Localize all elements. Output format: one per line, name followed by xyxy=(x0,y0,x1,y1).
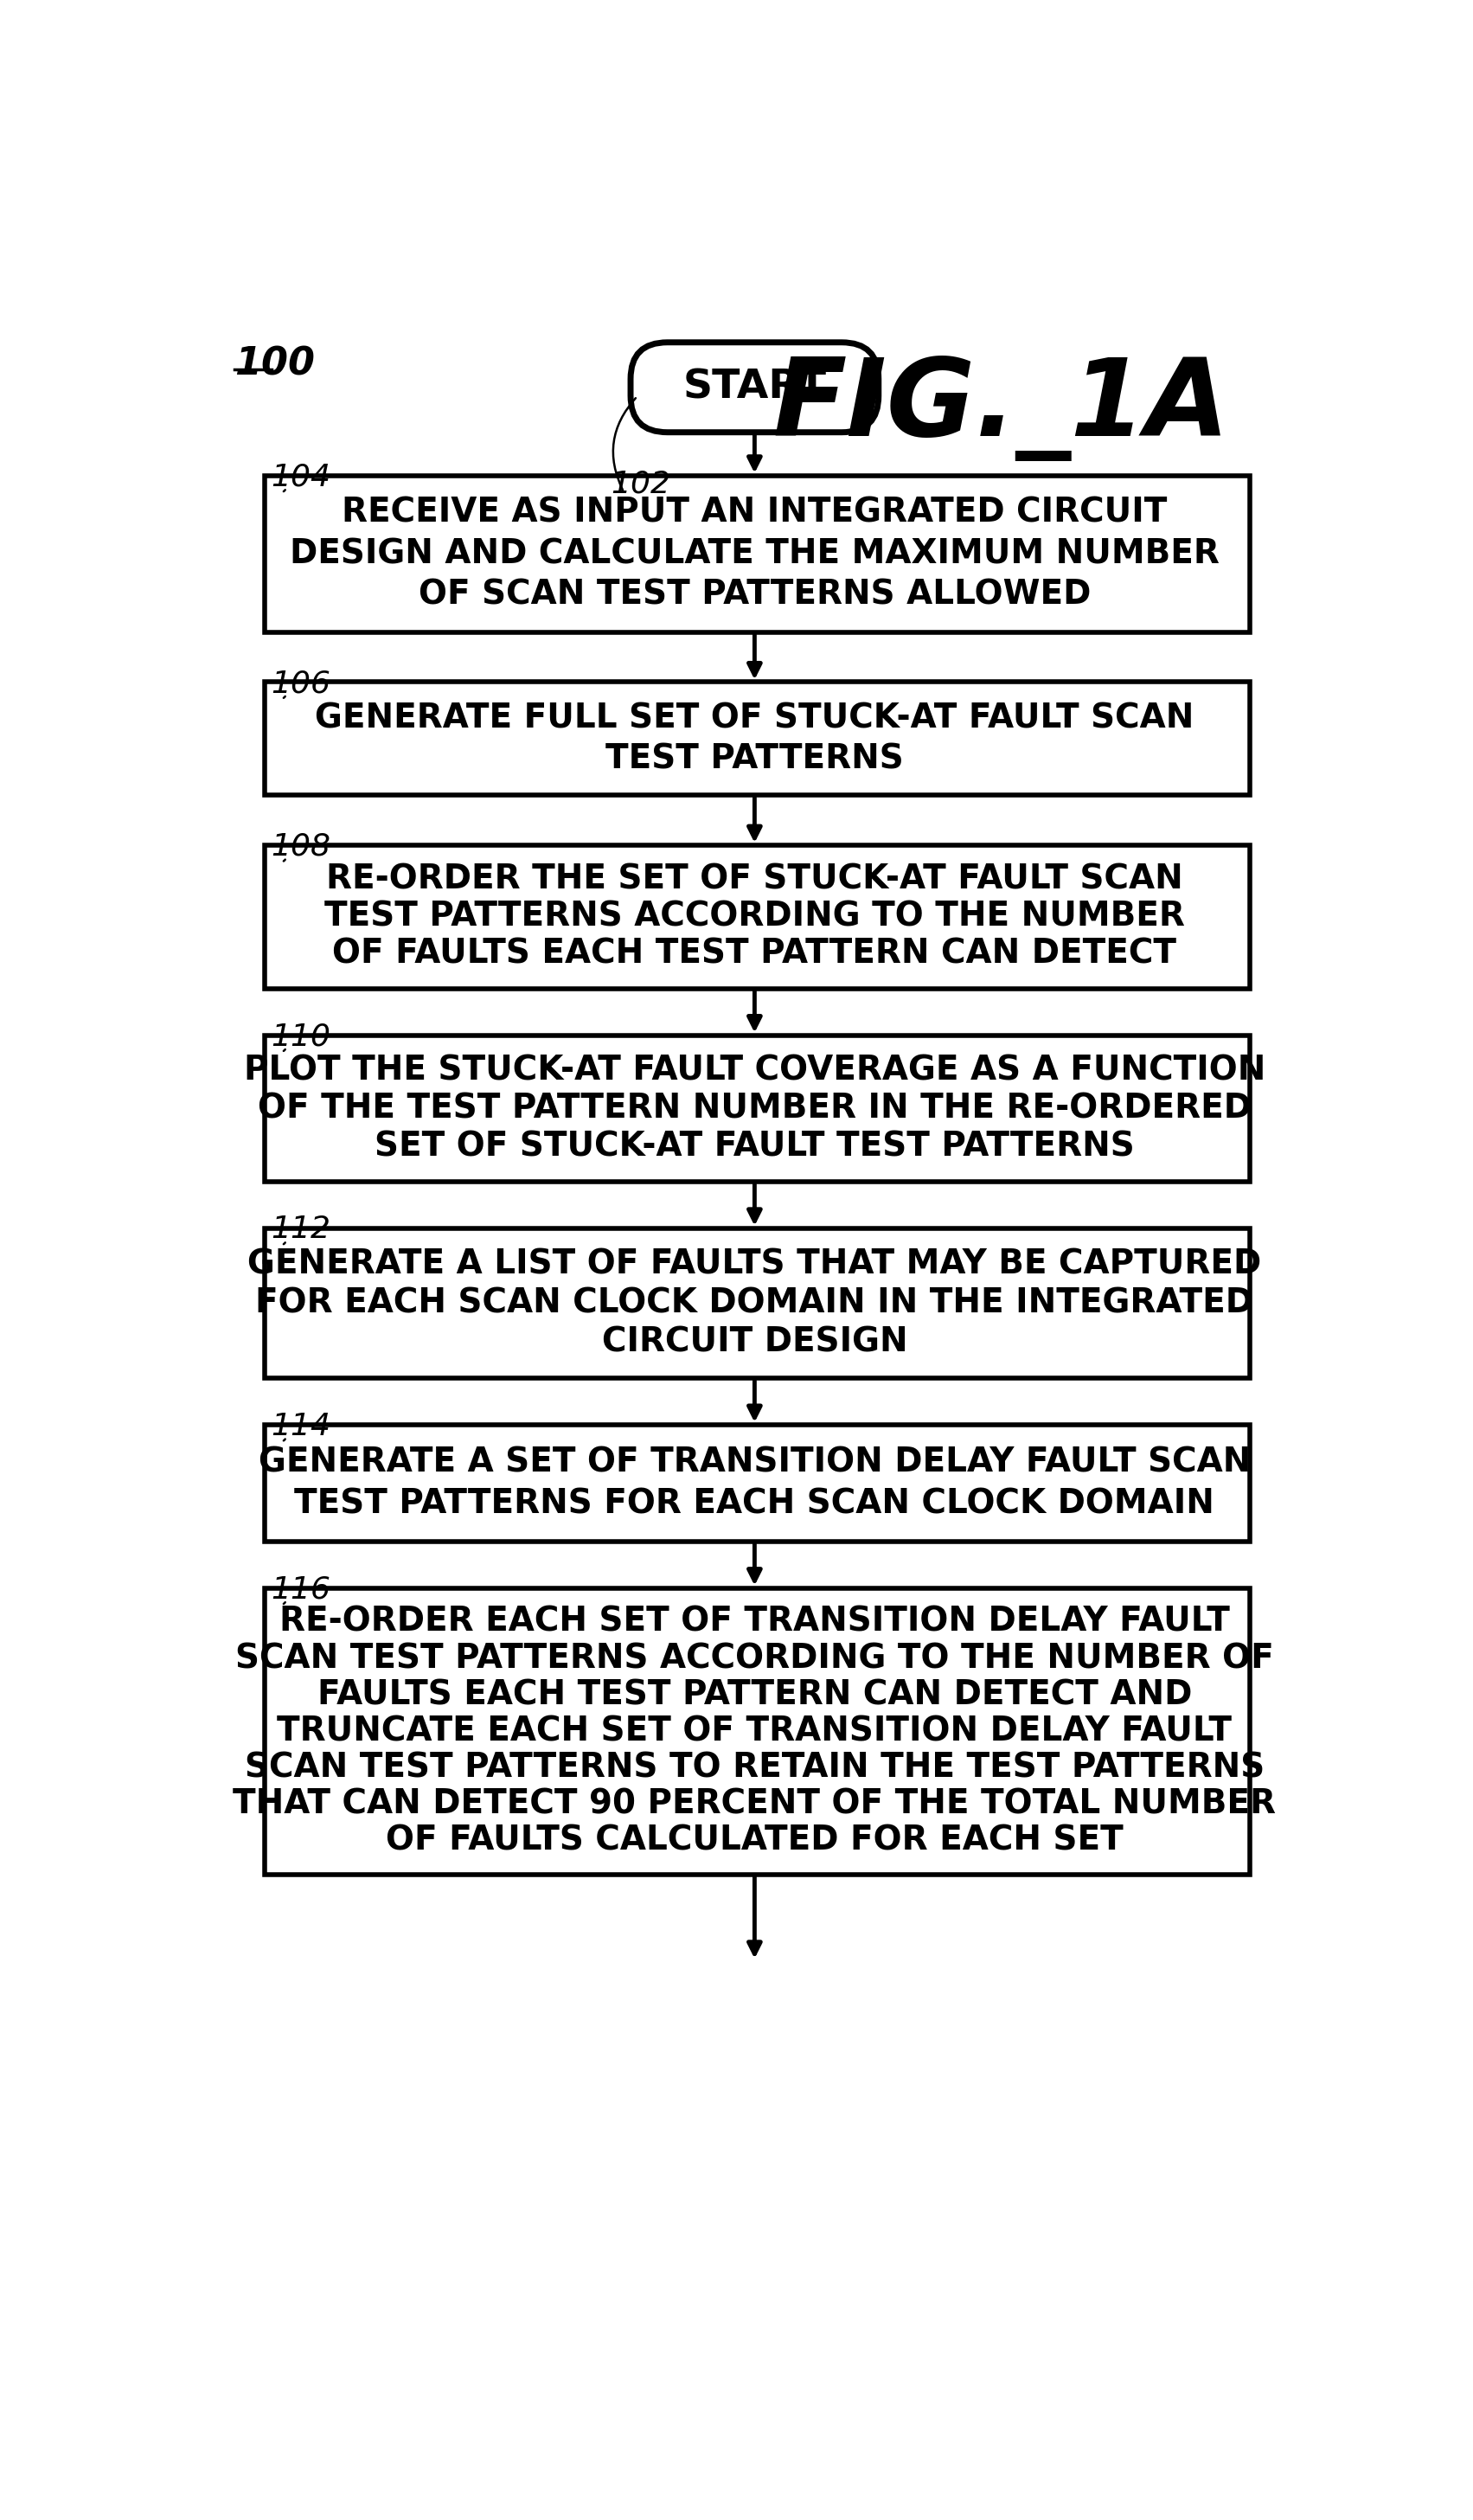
Text: DESIGN AND CALCULATE THE MAXIMUM NUMBER: DESIGN AND CALCULATE THE MAXIMUM NUMBER xyxy=(290,537,1220,570)
Bar xyxy=(265,1588,1251,1875)
Text: 114: 114 xyxy=(271,1411,331,1441)
FancyBboxPatch shape xyxy=(630,343,878,433)
Text: SCAN TEST PATTERNS TO RETAIN THE TEST PATTERNS: SCAN TEST PATTERNS TO RETAIN THE TEST PA… xyxy=(245,1751,1264,1784)
Bar xyxy=(265,1424,1251,1542)
Text: TRUNCATE EACH SET OF TRANSITION DELAY FAULT: TRUNCATE EACH SET OF TRANSITION DELAY FA… xyxy=(277,1714,1231,1749)
Bar xyxy=(265,844,1251,988)
Text: 116: 116 xyxy=(271,1575,331,1605)
Text: SCAN TEST PATTERNS ACCORDING TO THE NUMBER OF: SCAN TEST PATTERNS ACCORDING TO THE NUMB… xyxy=(236,1643,1274,1676)
Text: TEST PATTERNS FOR EACH SCAN CLOCK DOMAIN: TEST PATTERNS FOR EACH SCAN CLOCK DOMAIN xyxy=(295,1487,1215,1520)
Text: OF FAULTS CALCULATED FOR EACH SET: OF FAULTS CALCULATED FOR EACH SET xyxy=(386,1824,1124,1857)
Text: RE-ORDER EACH SET OF TRANSITION DELAY FAULT: RE-ORDER EACH SET OF TRANSITION DELAY FA… xyxy=(280,1605,1230,1638)
Text: OF SCAN TEST PATTERNS ALLOWED: OF SCAN TEST PATTERNS ALLOWED xyxy=(418,580,1091,612)
Text: GENERATE A LIST OF FAULTS THAT MAY BE CAPTURED: GENERATE A LIST OF FAULTS THAT MAY BE CA… xyxy=(247,1247,1261,1280)
Text: 102: 102 xyxy=(610,469,670,499)
Text: RECEIVE AS INPUT AN INTEGRATED CIRCUIT: RECEIVE AS INPUT AN INTEGRATED CIRCUIT xyxy=(342,496,1167,529)
Text: 100: 100 xyxy=(234,345,315,383)
Bar xyxy=(265,683,1251,796)
Text: THAT CAN DETECT 90 PERCENT OF THE TOTAL NUMBER: THAT CAN DETECT 90 PERCENT OF THE TOTAL … xyxy=(233,1787,1276,1819)
Text: OF THE TEST PATTERN NUMBER IN THE RE-ORDERED: OF THE TEST PATTERN NUMBER IN THE RE-ORD… xyxy=(258,1091,1252,1124)
Bar xyxy=(265,1036,1251,1182)
Bar xyxy=(265,476,1251,633)
Text: 104: 104 xyxy=(271,461,331,491)
Text: SET OF STUCK-AT FAULT TEST PATTERNS: SET OF STUCK-AT FAULT TEST PATTERNS xyxy=(374,1129,1134,1162)
Text: 112: 112 xyxy=(271,1215,331,1245)
Text: 110: 110 xyxy=(271,1021,331,1051)
Text: FAULTS EACH TEST PATTERN CAN DETECT AND: FAULTS EACH TEST PATTERN CAN DETECT AND xyxy=(317,1678,1192,1711)
Text: 108: 108 xyxy=(271,832,331,862)
Text: TEST PATTERNS: TEST PATTERNS xyxy=(605,743,903,776)
Text: CIRCUIT DESIGN: CIRCUIT DESIGN xyxy=(601,1326,907,1358)
Text: PLOT THE STUCK-AT FAULT COVERAGE AS A FUNCTION: PLOT THE STUCK-AT FAULT COVERAGE AS A FU… xyxy=(243,1053,1265,1086)
Text: RE-ORDER THE SET OF STUCK-AT FAULT SCAN: RE-ORDER THE SET OF STUCK-AT FAULT SCAN xyxy=(326,864,1183,897)
Text: FOR EACH SCAN CLOCK DOMAIN IN THE INTEGRATED: FOR EACH SCAN CLOCK DOMAIN IN THE INTEGR… xyxy=(255,1288,1254,1320)
Text: GENERATE FULL SET OF STUCK-AT FAULT SCAN: GENERATE FULL SET OF STUCK-AT FAULT SCAN xyxy=(315,703,1195,736)
Text: GENERATE A SET OF TRANSITION DELAY FAULT SCAN: GENERATE A SET OF TRANSITION DELAY FAULT… xyxy=(258,1446,1251,1479)
Text: START: START xyxy=(683,368,826,406)
Text: 106: 106 xyxy=(271,668,331,698)
Text: OF FAULTS EACH TEST PATTERN CAN DETECT: OF FAULTS EACH TEST PATTERN CAN DETECT xyxy=(333,937,1177,970)
Text: TEST PATTERNS ACCORDING TO THE NUMBER: TEST PATTERNS ACCORDING TO THE NUMBER xyxy=(324,900,1184,932)
Text: FIG._1A: FIG._1A xyxy=(773,355,1230,461)
Bar xyxy=(265,1227,1251,1378)
